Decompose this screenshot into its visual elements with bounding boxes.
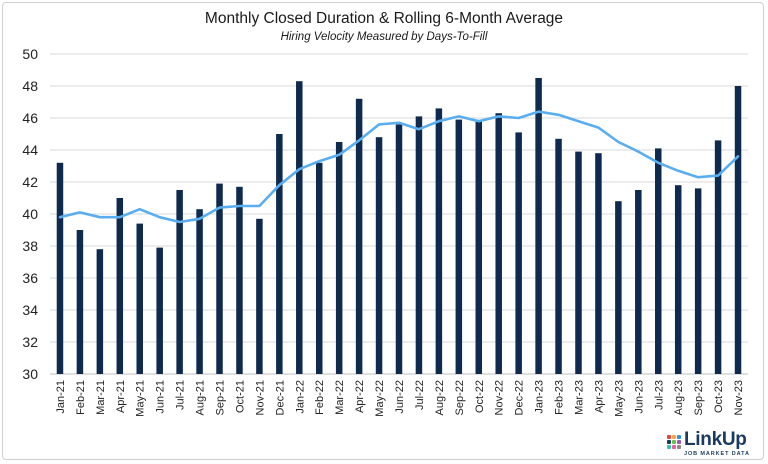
bar [375,137,383,374]
x-tick-label: Sep-22 [454,380,466,415]
chart-frame [2,2,764,460]
x-tick-label: Dec-22 [514,380,526,415]
y-tick-label: 34 [22,302,38,318]
logo-grid-icon [667,435,681,449]
logo-dot [672,435,676,439]
bar [615,201,622,374]
logo-dot [667,445,671,449]
y-tick-label: 36 [22,270,38,286]
linkup-logo: LinkUp JOB MARKET DATA [664,428,764,460]
x-tick-label: Sep-23 [693,380,705,415]
logo-tagline: JOB MARKET DATA [684,451,750,457]
bar [335,142,343,374]
bar [674,185,682,374]
logo-dot [672,445,676,449]
x-tick-label: May-21 [135,380,147,417]
y-tick-label: 38 [22,238,38,254]
bar [176,190,183,374]
bar [116,198,124,374]
x-tick-label: Mar-21 [95,380,107,415]
bar [96,249,104,374]
x-tick-label: Feb-22 [314,380,326,415]
x-tick-label: Aug-21 [195,380,207,415]
bar [395,124,403,375]
bar [495,113,502,374]
bar [455,119,463,374]
x-tick-label: Oct-23 [713,380,725,413]
bar [555,138,562,374]
logo-dot [672,440,676,444]
bar [655,148,662,374]
bar [694,188,702,374]
bar [256,218,263,374]
x-tick-label: Nov-21 [254,380,266,415]
logo-wordmark: LinkUp [684,429,747,450]
logo-dot [667,435,671,439]
bar [475,121,483,374]
y-tick-label: 30 [22,366,38,382]
x-tick-label: Aug-23 [673,380,685,415]
bar [435,108,443,375]
x-tick-label: Jul-23 [653,380,665,410]
bar [355,98,363,375]
x-tick-label: Jan-23 [534,380,546,414]
x-tick-label: May-23 [613,380,625,417]
x-tick-label: Jan-22 [294,380,306,414]
bar [595,153,602,374]
bar [56,162,64,374]
bar [276,134,283,374]
bar [734,86,742,374]
logo-dot [677,445,681,449]
y-tick-label: 50 [22,46,38,62]
logo-dot [667,440,671,444]
x-tick-label: Jun-22 [394,380,406,414]
y-tick-label: 48 [22,78,38,94]
x-tick-label: Jul-22 [414,380,426,410]
x-tick-label: Feb-21 [75,380,87,415]
x-tick-label: Feb-23 [554,380,566,415]
x-tick-label: Nov-22 [494,380,506,415]
bar [714,140,722,374]
logo-dot [677,440,681,444]
bar [76,230,84,374]
x-tick-label: Jan-21 [55,380,67,414]
bar [156,247,163,374]
bar [635,190,642,374]
y-tick-label: 44 [22,142,38,158]
chart-title: Monthly Closed Duration & Rolling 6-Mont… [204,10,564,27]
bar [415,116,423,375]
x-tick-label: Apr-22 [354,380,366,413]
bar [575,151,582,374]
y-tick-label: 40 [22,206,38,222]
x-tick-label: Jul-21 [175,380,187,410]
x-tick-label: Jun-21 [155,380,167,414]
x-tick-label: Aug-22 [434,380,446,415]
x-tick-label: Nov-23 [733,380,745,415]
bar [535,78,542,374]
x-tick-label: Sep-21 [215,380,227,415]
bar [136,223,143,374]
chart-subtitle: Hiring Velocity Measured by Days-To-Fill [280,31,488,43]
y-tick-label: 46 [22,110,38,126]
x-tick-label: May-22 [374,380,386,417]
x-tick-label: Apr-21 [115,380,127,413]
x-tick-label: Oct-21 [235,380,247,413]
logo-dot [677,435,681,439]
bar [515,132,522,374]
x-tick-label: Apr-23 [593,380,605,413]
bar [216,183,223,374]
bar [196,209,203,374]
bar [296,81,303,374]
y-tick-label: 42 [22,174,38,190]
x-tick-label: Oct-22 [474,380,486,413]
y-tick-label: 32 [22,334,38,350]
x-tick-label: Mar-22 [334,380,346,415]
x-tick-label: Mar-23 [574,380,586,415]
rolling-average-line [58,110,740,224]
x-tick-label: Jun-23 [633,380,645,414]
x-tick-label: Dec-21 [274,380,286,415]
bar [236,186,243,374]
bar [315,162,323,374]
